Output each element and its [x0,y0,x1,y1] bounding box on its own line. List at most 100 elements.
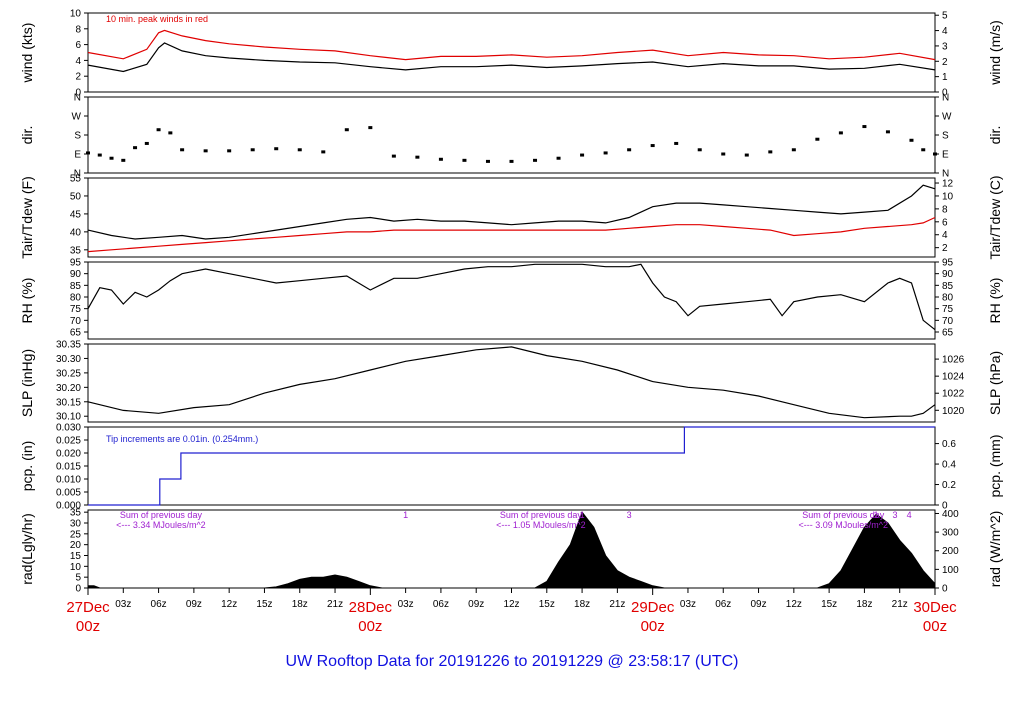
y-tick-label-right: 1022 [942,389,965,400]
x-tick-label: 06z [151,599,167,610]
y-tick-label: 65 [70,328,82,339]
data-point [109,156,114,160]
y-tick-label: 6 [75,40,81,51]
x-tick-label: 09z [186,599,202,610]
radiation-sum-label: Sum of previous day [500,510,583,520]
y-tick-label-right: 2 [942,57,948,68]
radiation-marker: 1 [403,510,408,520]
y-tick-label-right: 5 [942,11,948,22]
y-tick-label-right: 3 [942,41,948,52]
x-day-label: 29Dec [631,599,675,616]
y-axis-label-right: dir. [987,126,1003,145]
data-point [391,154,396,158]
x-tick-label: 21z [327,599,343,610]
data-point [744,153,749,157]
y-tick-label-right: 6 [942,217,948,228]
x-tick-label: 21z [609,599,625,610]
radiation-sum-value: <--- 3.34 MJoules/m^2 [116,520,206,530]
data-point [485,159,490,163]
data-point [674,141,679,145]
x-tick-label: 09z [468,599,484,610]
radiation-marker: 1 [874,510,879,520]
data-point [438,157,443,161]
series-line-2 [87,216,936,253]
panel-frame [87,12,936,93]
x-tick-label: 06z [715,599,731,610]
y-tick-label: 30.30 [56,354,81,365]
y-tick-label: 45 [70,209,82,220]
x-day-hour: 00z [358,618,382,635]
data-point [168,131,173,135]
y-tick-label-right: 0 [942,501,948,512]
data-point [603,151,608,155]
data-point [462,158,467,162]
data-point [862,125,867,129]
y-tick-label: 8 [75,24,81,35]
y-tick-label-right: N [942,169,949,180]
data-point [885,130,890,134]
y-tick-label-right: 4 [942,230,948,241]
y-tick-label: 30.10 [56,412,81,423]
y-axis-label-right: wind (m/s) [987,20,1003,86]
y-axis-label-right: Tair/Tdew (C) [987,175,1003,259]
radiation-sum-value: <--- 3.09 MJoules/m^2 [798,520,888,530]
panel-frame [87,177,936,258]
y-tick-label-right: 85 [942,281,954,292]
x-tick-label: 12z [786,599,802,610]
data-point [344,128,349,132]
y-tick-label-right: E [942,150,949,161]
y-tick-label: W [72,112,82,123]
y-tick-label-right: 4 [942,26,948,37]
y-tick-label-right: 300 [942,528,959,539]
y-tick-label-right: 1 [942,72,948,83]
y-axis-label: pcp. (in) [19,441,35,492]
y-tick-label-right: 1024 [942,372,965,383]
y-axis-label-right: SLP (hPa) [987,351,1003,415]
y-tick-label: 0.020 [56,449,81,460]
y-tick-label: 85 [70,281,82,292]
y-tick-label-right: W [942,112,952,123]
y-tick-label-right: 0 [942,584,948,595]
y-tick-label: 40 [70,227,82,238]
series-line-1 [87,263,936,331]
panel-annotation: Tip increments are 0.01in. (0.254mm.) [106,434,258,444]
panel-annotation: 10 min. peak winds in red [106,14,208,24]
y-tick-label: 0 [75,584,81,595]
y-tick-label: 30.25 [56,368,81,379]
x-tick-label: 03z [398,599,414,610]
y-tick-label: 90 [70,269,82,280]
data-point [97,153,102,157]
y-tick-label: 2 [75,72,81,83]
data-point [650,144,655,148]
x-tick-label: 15z [256,599,272,610]
x-day-hour: 00z [641,618,665,635]
y-tick-label: 10 [70,9,82,20]
y-tick-label-right: 100 [942,565,959,576]
y-axis-label: RH (%) [19,278,35,324]
data-point [533,158,538,162]
series-line-1 [87,184,936,240]
series-line-2 [87,29,936,61]
y-tick-label: 70 [70,316,82,327]
y-tick-label: 35 [70,508,82,519]
y-axis-label: dir. [19,126,35,145]
series-line-1 [87,346,936,419]
y-tick-label: 0.000 [56,501,81,512]
y-axis-label: rad(Lgly/hr) [19,513,35,585]
y-tick-label: 30.20 [56,383,81,394]
y-tick-label-right: 80 [942,293,954,304]
radiation-marker: 3 [892,510,897,520]
y-axis-label-right: rad (W/m^2) [987,511,1003,588]
x-tick-label: 18z [856,599,872,610]
x-day-hour: 00z [923,618,947,635]
y-tick-label: 5 [75,573,81,584]
x-day-label: 28Dec [349,599,393,616]
data-point [815,137,820,141]
y-tick-label: 0.030 [56,423,81,434]
data-point [144,141,149,145]
y-tick-label: 50 [70,191,82,202]
data-point [250,148,255,152]
y-tick-label: 0.015 [56,462,81,473]
